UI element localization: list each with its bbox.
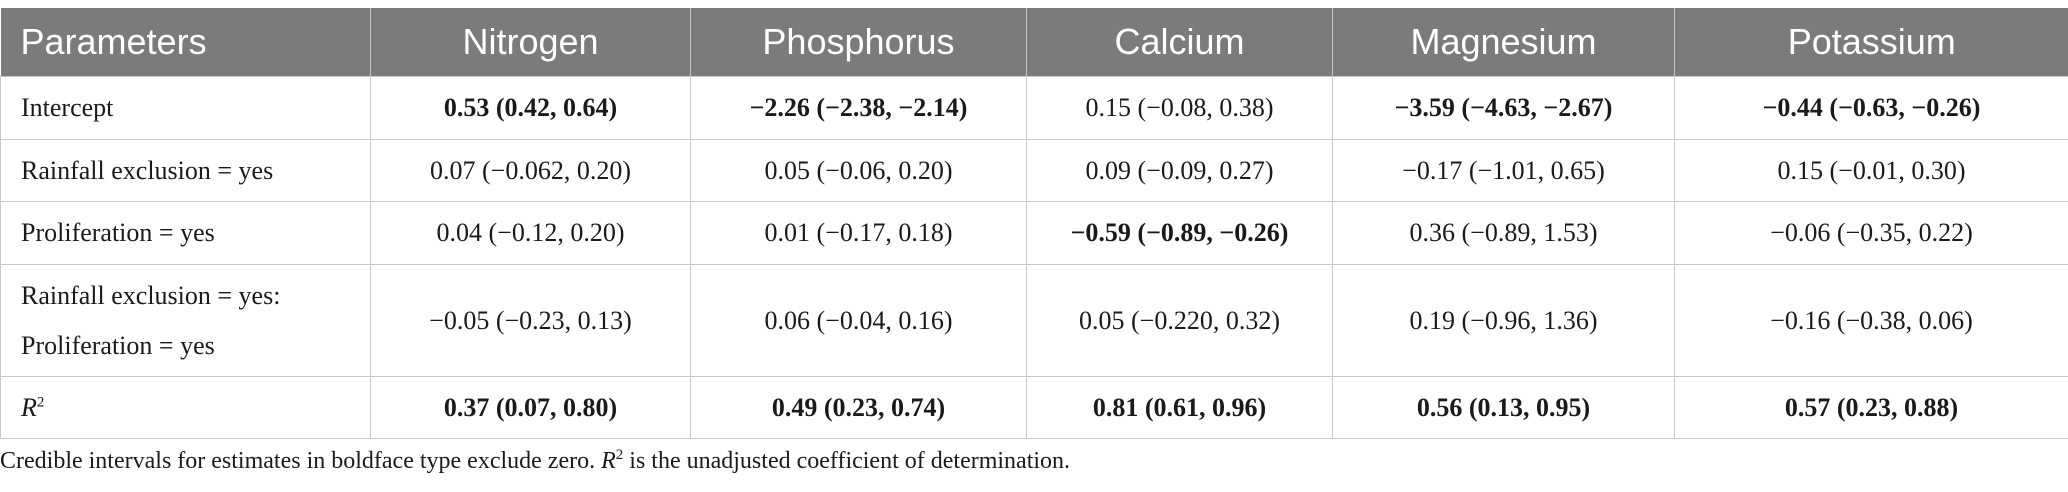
table-row: Intercept 0.53 (0.42, 0.64) −2.26 (−2.38… — [0, 76, 2068, 140]
row-label: Intercept — [0, 76, 371, 140]
table-cell: −2.26 (−2.38, −2.14) — [690, 76, 1027, 140]
footnote-r-superscript: 2 — [615, 447, 624, 463]
table-cell: 0.81 (0.61, 0.96) — [1026, 376, 1333, 439]
table-cell: 0.15 (−0.08, 0.38) — [1026, 76, 1333, 140]
table-row: Rainfall exclusion = yes: Proliferation … — [0, 264, 2068, 377]
table-row: Rainfall exclusion = yes 0.07 (−0.062, 0… — [0, 139, 2068, 202]
table-footnote: Credible intervals for estimates in bold… — [0, 448, 1070, 475]
table-cell: 0.15 (−0.01, 0.30) — [1674, 139, 2068, 202]
row-label-r-squared: R2 — [0, 376, 371, 439]
table-cell: 0.56 (0.13, 0.95) — [1332, 376, 1675, 439]
header-potassium: Potassium — [1674, 8, 2068, 77]
footnote-part1: Credible intervals for estimates in bold… — [0, 448, 602, 474]
header-nitrogen: Nitrogen — [370, 8, 691, 77]
table-cell: 0.09 (−0.09, 0.27) — [1026, 139, 1333, 202]
table-cell: 0.49 (0.23, 0.74) — [690, 376, 1027, 439]
table-cell: 0.05 (−0.06, 0.20) — [690, 139, 1027, 202]
table-cell: −0.59 (−0.89, −0.26) — [1026, 201, 1333, 265]
table-cell: 0.36 (−0.89, 1.53) — [1332, 201, 1675, 265]
table-cell: 0.19 (−0.96, 1.36) — [1332, 264, 1675, 377]
table-cell: −0.16 (−0.38, 0.06) — [1674, 264, 2068, 377]
table-cell: 0.06 (−0.04, 0.16) — [690, 264, 1027, 377]
table-cell: −0.06 (−0.35, 0.22) — [1674, 201, 2068, 265]
table-cell: 0.05 (−0.220, 0.32) — [1026, 264, 1333, 377]
row-label-line1: Rainfall exclusion = yes: — [21, 280, 281, 310]
footnote-r-symbol: R — [601, 448, 616, 474]
table-cell: −0.05 (−0.23, 0.13) — [370, 264, 691, 377]
header-phosphorus: Phosphorus — [690, 8, 1027, 77]
row-label: Proliferation = yes — [0, 201, 371, 265]
table-cell: −0.44 (−0.63, −0.26) — [1674, 76, 2068, 140]
table-row: R2 0.37 (0.07, 0.80) 0.49 (0.23, 0.74) 0… — [0, 376, 2068, 439]
results-table: Parameters Nitrogen Phosphorus Calcium M… — [0, 8, 2068, 439]
table-cell: 0.53 (0.42, 0.64) — [370, 76, 691, 140]
table-cell: −0.17 (−1.01, 0.65) — [1332, 139, 1675, 202]
table-cell: −3.59 (−4.63, −2.67) — [1332, 76, 1675, 140]
header-calcium: Calcium — [1026, 8, 1333, 77]
header-parameters: Parameters — [0, 8, 371, 77]
row-label-line2: Proliferation = yes — [21, 330, 215, 360]
table-cell: 0.07 (−0.062, 0.20) — [370, 139, 691, 202]
row-label: Rainfall exclusion = yes: Proliferation … — [0, 264, 371, 377]
r-superscript: 2 — [36, 393, 45, 410]
footnote-part2: is the unadjusted coefficient of determi… — [623, 448, 1071, 474]
table-cell: 0.57 (0.23, 0.88) — [1674, 376, 2068, 439]
table-cell: 0.04 (−0.12, 0.20) — [370, 201, 691, 265]
header-magnesium: Magnesium — [1332, 8, 1675, 77]
r-symbol: R — [21, 392, 37, 422]
table-cell: 0.01 (−0.17, 0.18) — [690, 201, 1027, 265]
header-row: Parameters Nitrogen Phosphorus Calcium M… — [0, 8, 2068, 77]
table-cell: 0.37 (0.07, 0.80) — [370, 376, 691, 439]
row-label: Rainfall exclusion = yes — [0, 139, 371, 202]
table-row: Proliferation = yes 0.04 (−0.12, 0.20) 0… — [0, 201, 2068, 265]
